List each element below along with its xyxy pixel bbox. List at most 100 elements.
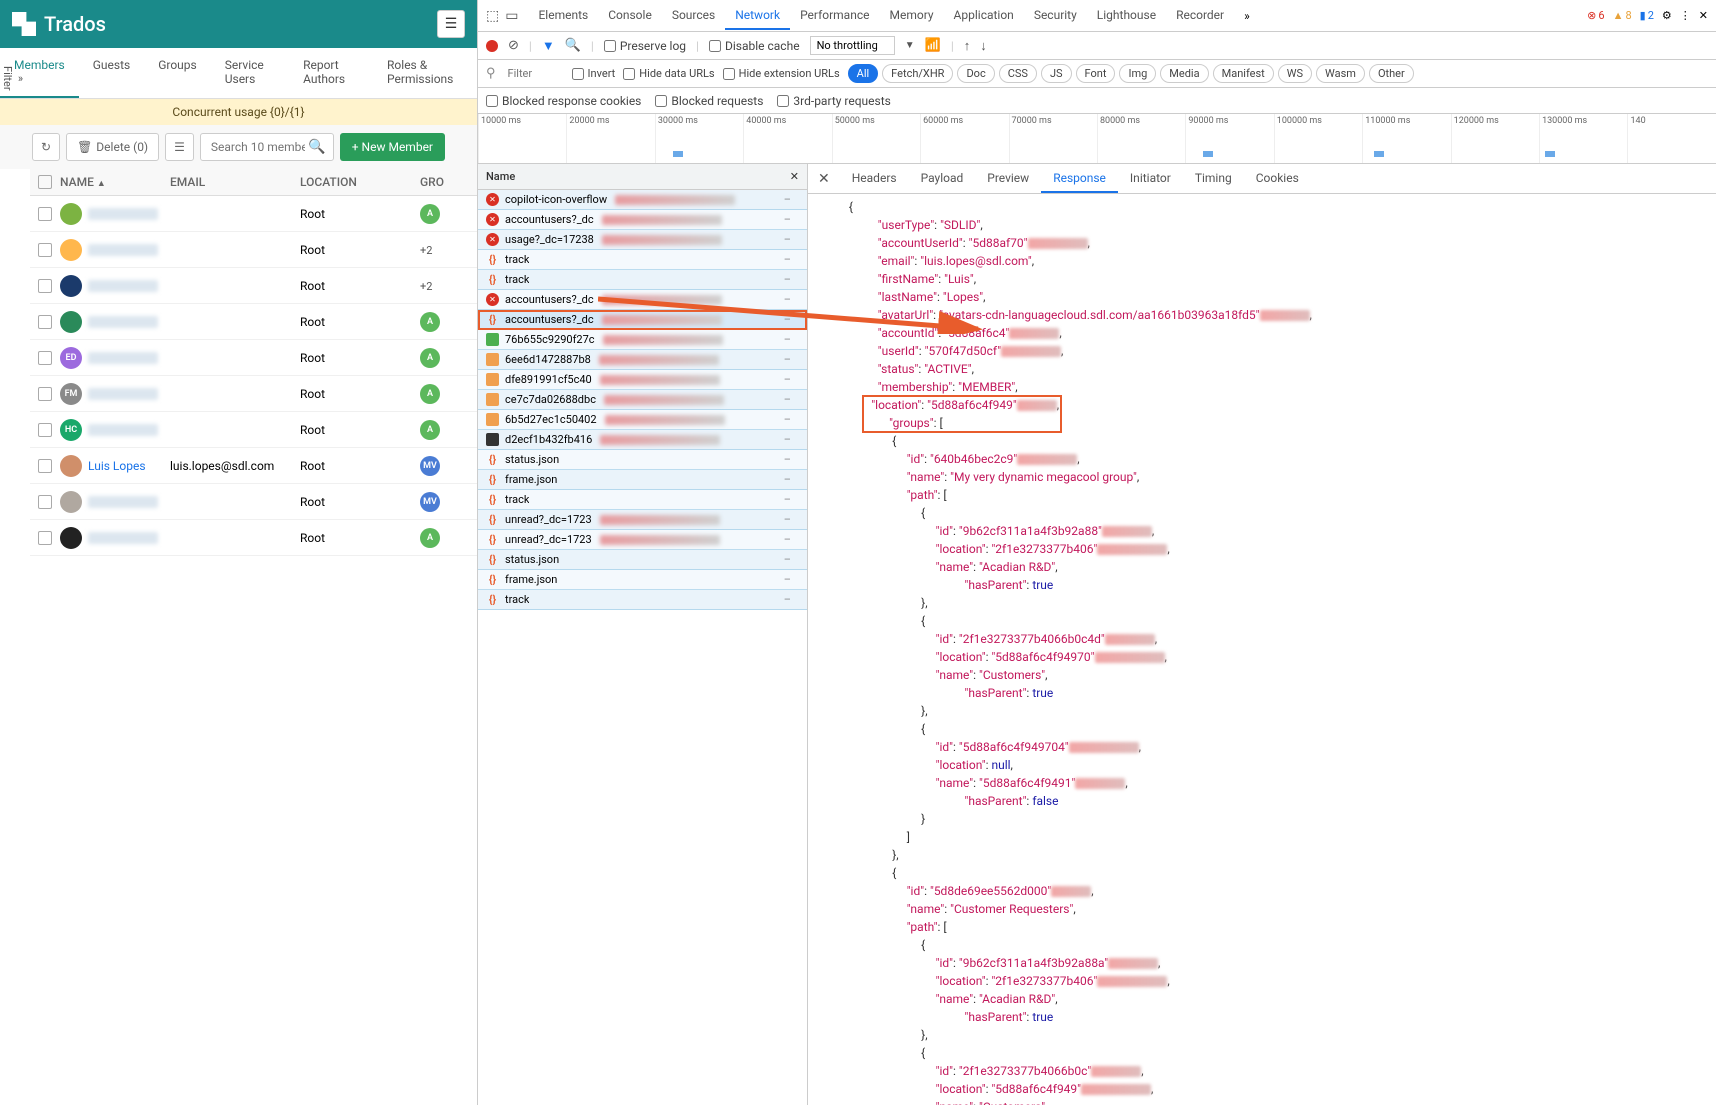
request-row[interactable]: 6ee6d1472887b8 – — [478, 350, 807, 370]
request-row[interactable]: ✕ accountusers?_dc – — [478, 290, 807, 310]
new-member-button[interactable]: + New Member — [340, 133, 445, 161]
request-row[interactable]: {} accountusers?_dc – — [478, 310, 807, 330]
request-row[interactable]: {} track – — [478, 590, 807, 610]
request-row[interactable]: {} track – — [478, 490, 807, 510]
close-list[interactable]: ✕ — [790, 170, 799, 183]
table-row[interactable]: Root MV — [30, 484, 477, 520]
request-row[interactable]: {} unread?_dc=1723 – — [478, 530, 807, 550]
trados-tab-service-users[interactable]: Service Users — [211, 48, 289, 98]
devtools-tab-console[interactable]: Console — [598, 2, 662, 30]
response-body[interactable]: { "userType": "SDLID", "accountUserId": … — [808, 194, 1716, 1105]
row-checkbox[interactable] — [38, 243, 52, 257]
devtools-tab-recorder[interactable]: Recorder — [1166, 2, 1234, 30]
filter-pill-all[interactable]: All — [848, 64, 879, 83]
request-row[interactable]: d2ecf1b432fb416 – — [478, 430, 807, 450]
error-count[interactable]: ⊗ 6 — [1587, 9, 1604, 22]
filter-pill-ws[interactable]: WS — [1278, 64, 1312, 83]
gear-icon[interactable]: ⚙ — [1662, 9, 1672, 22]
row-checkbox[interactable] — [38, 279, 52, 293]
trados-tab-groups[interactable]: Groups — [144, 48, 211, 98]
network-timeline[interactable]: 10000 ms20000 ms30000 ms40000 ms50000 ms… — [478, 114, 1716, 164]
request-row[interactable]: {} frame.json – — [478, 570, 807, 590]
col-location[interactable]: LOCATION — [300, 175, 420, 189]
kebab-icon[interactable]: ⋮ — [1680, 9, 1691, 22]
trados-tab-roles-&-permissions[interactable]: Roles & Permissions — [373, 48, 477, 98]
table-row[interactable]: ED Root A — [30, 340, 477, 376]
detail-tab-response[interactable]: Response — [1041, 165, 1118, 193]
request-row[interactable]: ✕ accountusers?_dc – — [478, 210, 807, 230]
devtools-tab-lighthouse[interactable]: Lighthouse — [1087, 2, 1166, 30]
request-row[interactable]: {} frame.json – — [478, 470, 807, 490]
throttling-select[interactable]: No throttling — [810, 36, 895, 55]
hide-data-check[interactable]: Hide data URLs — [623, 67, 714, 80]
row-checkbox[interactable] — [38, 495, 52, 509]
trados-tab-report-authors[interactable]: Report Authors — [289, 48, 373, 98]
third-party-check[interactable]: 3rd-party requests — [777, 94, 890, 108]
row-checkbox[interactable] — [38, 531, 52, 545]
upload-icon[interactable]: ↑ — [964, 38, 971, 54]
request-row[interactable]: 6b5d27ec1c50402 – — [478, 410, 807, 430]
request-row[interactable]: {} status.json – — [478, 450, 807, 470]
select-all-checkbox[interactable] — [38, 175, 52, 189]
row-checkbox[interactable] — [38, 315, 52, 329]
devtools-tab-performance[interactable]: Performance — [790, 2, 879, 30]
request-row[interactable]: {} track – — [478, 250, 807, 270]
request-row[interactable]: {} track – — [478, 270, 807, 290]
request-row[interactable]: ✕ copilot-icon-overflow – — [478, 190, 807, 210]
search-icon-dt[interactable]: 🔍 — [565, 38, 581, 53]
detail-tab-payload[interactable]: Payload — [909, 165, 976, 193]
delete-button[interactable]: 🗑 Delete (0) — [66, 133, 159, 161]
row-checkbox[interactable] — [38, 351, 52, 365]
table-row[interactable]: HC Root A — [30, 412, 477, 448]
row-checkbox[interactable] — [38, 207, 52, 221]
hide-ext-check[interactable]: Hide extension URLs — [723, 67, 840, 80]
col-group[interactable]: GRO — [420, 175, 470, 189]
trados-tab-guests[interactable]: Guests — [79, 48, 144, 98]
device-icon[interactable]: ▭ — [505, 8, 518, 24]
clear-button[interactable]: ⊘ — [508, 38, 519, 53]
filter-pill-fetch-xhr[interactable]: Fetch/XHR — [882, 64, 953, 83]
filter-sidebar[interactable]: » Filter — [0, 48, 24, 108]
menu-button[interactable]: ☰ — [437, 10, 465, 38]
detail-tab-initiator[interactable]: Initiator — [1118, 165, 1183, 193]
devtools-tab-security[interactable]: Security — [1024, 2, 1087, 30]
refresh-button[interactable]: ↻ — [32, 133, 60, 161]
filter-pill-media[interactable]: Media — [1160, 64, 1208, 83]
filter-pill-js[interactable]: JS — [1041, 64, 1072, 83]
devtools-tab-application[interactable]: Application — [944, 2, 1024, 30]
col-email[interactable]: EMAIL — [170, 175, 300, 189]
table-row[interactable]: Root A — [30, 304, 477, 340]
filter-input[interactable] — [504, 65, 564, 82]
filter-pill-other[interactable]: Other — [1369, 64, 1414, 83]
list-button[interactable]: ☰ — [165, 133, 194, 161]
table-row[interactable]: FM Root A — [30, 376, 477, 412]
row-checkbox[interactable] — [38, 387, 52, 401]
close-devtools[interactable]: ✕ — [1699, 9, 1708, 22]
detail-tab-headers[interactable]: Headers — [840, 165, 909, 193]
throttle-caret[interactable]: ▼ — [905, 40, 915, 51]
request-row[interactable]: ce7c7da02688dbc – — [478, 390, 807, 410]
filter-pill-manifest[interactable]: Manifest — [1213, 64, 1274, 83]
request-row[interactable]: {} status.json – — [478, 550, 807, 570]
filter-pill-img[interactable]: Img — [1119, 64, 1156, 83]
record-button[interactable] — [486, 40, 498, 52]
filter-funnel-icon[interactable]: ⚲ — [486, 66, 496, 81]
filter-pill-font[interactable]: Font — [1076, 64, 1116, 83]
filter-icon[interactable]: ▼ — [542, 38, 555, 54]
blocked-req-check[interactable]: Blocked requests — [655, 94, 763, 108]
table-row[interactable]: Root A — [30, 196, 477, 232]
inspect-icon[interactable]: ⬚ — [486, 8, 499, 24]
detail-tab-preview[interactable]: Preview — [975, 165, 1041, 193]
request-row[interactable]: {} unread?_dc=1723 – — [478, 510, 807, 530]
disable-cache-check[interactable]: Disable cache — [709, 39, 800, 53]
filter-pill-css[interactable]: CSS — [999, 64, 1037, 83]
request-row[interactable]: dfe891991cf5c40 – — [478, 370, 807, 390]
download-icon[interactable]: ↓ — [980, 38, 987, 54]
devtools-tab-elements[interactable]: Elements — [528, 2, 598, 30]
detail-tab-cookies[interactable]: Cookies — [1244, 165, 1311, 193]
col-name[interactable]: NAME ▲ — [60, 175, 170, 189]
name-col[interactable]: Name — [486, 170, 515, 183]
devtools-tab-sources[interactable]: Sources — [662, 2, 725, 30]
blocked-cookies-check[interactable]: Blocked response cookies — [486, 94, 641, 108]
devtools-tab-network[interactable]: Network — [725, 2, 790, 30]
